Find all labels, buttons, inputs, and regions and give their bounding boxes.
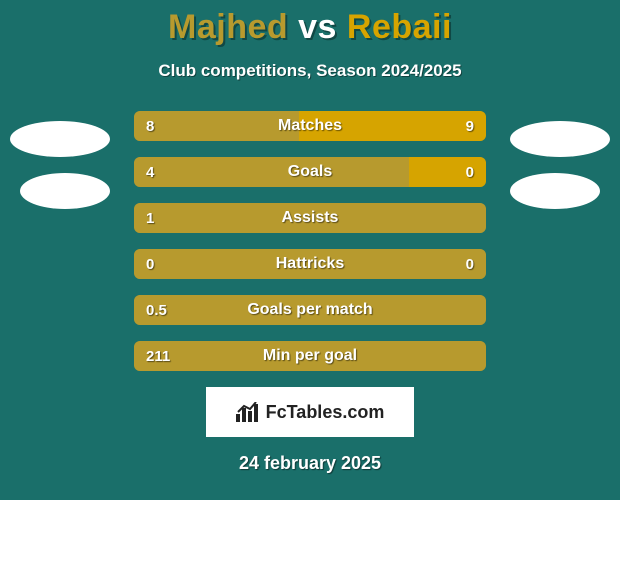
- vs-text: vs: [298, 8, 337, 46]
- stat-rows: 89Matches 40Goals 1Assists 00Hattricks 0.5Go…: [134, 111, 486, 371]
- stat-row-label: Goals: [134, 157, 486, 187]
- stat-row: 1Assists: [134, 203, 486, 233]
- player2-name: Rebaii: [347, 8, 452, 46]
- stats-card: Majhed vs Rebaii Club competitions, Seas…: [0, 0, 620, 500]
- card-title: Majhed vs Rebaii: [0, 0, 620, 47]
- stat-row-label: Hattricks: [134, 249, 486, 279]
- team2-badge-placeholder: [510, 121, 610, 157]
- stat-row: 211Min per goal: [134, 341, 486, 371]
- stat-row-label: Matches: [134, 111, 486, 141]
- content-area: 89Matches 40Goals 1Assists 00Hattricks 0.5Go…: [0, 111, 620, 474]
- stat-row: 40Goals: [134, 157, 486, 187]
- chart-icon: [236, 402, 260, 422]
- stat-row: 00Hattricks: [134, 249, 486, 279]
- subtitle: Club competitions, Season 2024/2025: [0, 61, 620, 81]
- brand-text: FcTables.com: [266, 402, 385, 423]
- stat-row-label: Min per goal: [134, 341, 486, 371]
- stat-row-label: Goals per match: [134, 295, 486, 325]
- stat-row: 0.5Goals per match: [134, 295, 486, 325]
- team2-badge-placeholder-2: [510, 173, 600, 209]
- stat-row-label: Assists: [134, 203, 486, 233]
- team1-badge-placeholder-2: [20, 173, 110, 209]
- stat-row: 89Matches: [134, 111, 486, 141]
- team1-badge-placeholder: [10, 121, 110, 157]
- brand-box: FcTables.com: [206, 387, 414, 437]
- date-text: 24 february 2025: [0, 453, 620, 474]
- player1-name: Majhed: [168, 8, 288, 46]
